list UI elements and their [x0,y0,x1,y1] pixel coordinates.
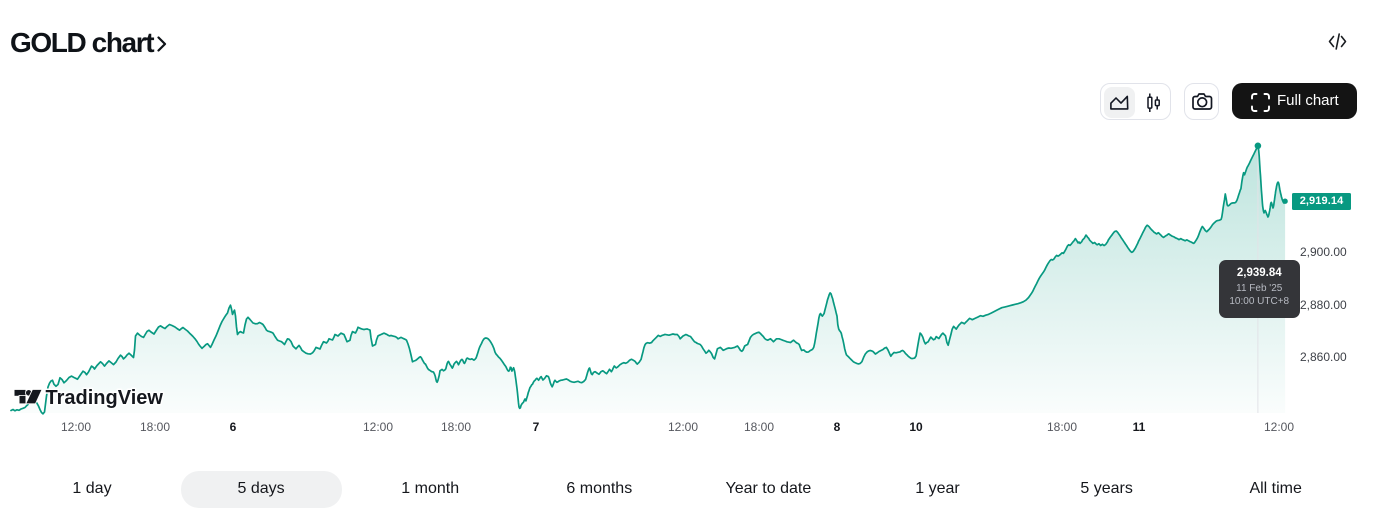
svg-text:TradingView: TradingView [46,387,164,409]
